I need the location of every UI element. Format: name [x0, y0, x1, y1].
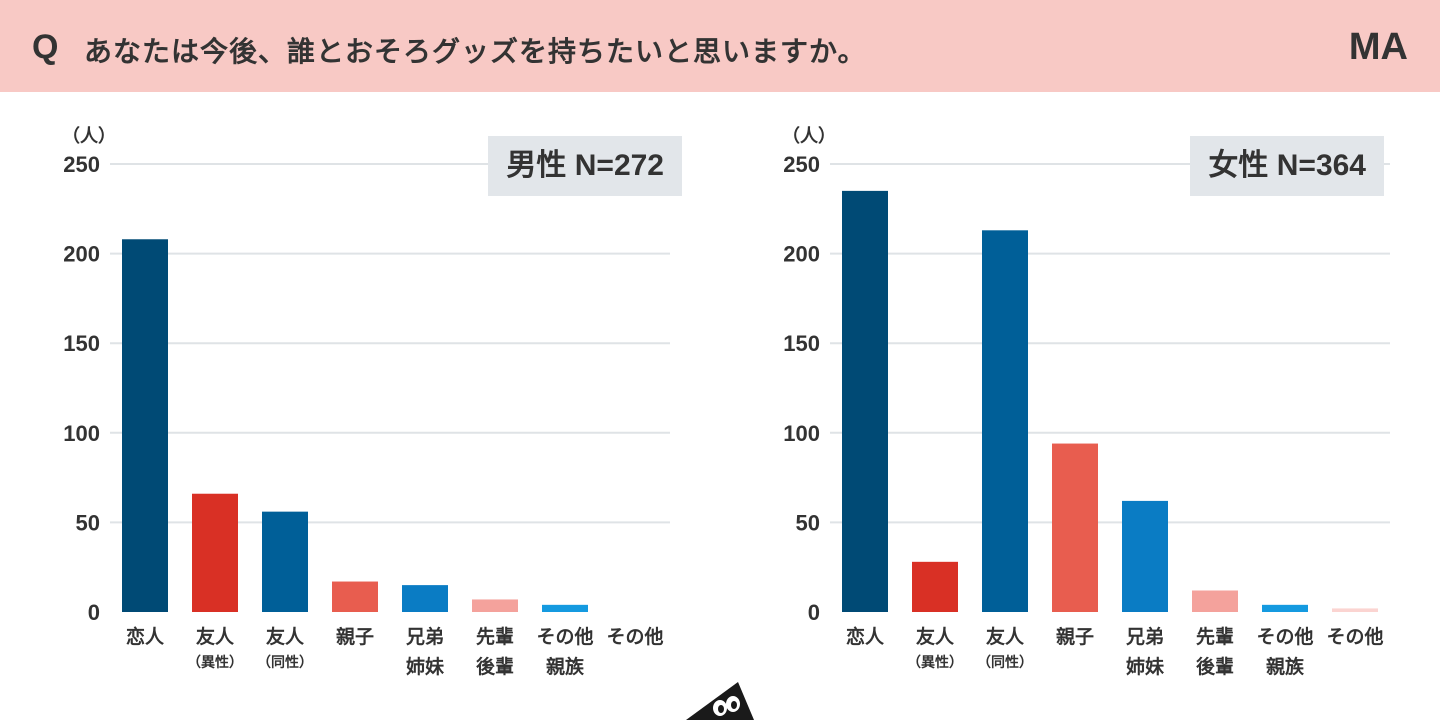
female-bar — [1262, 604, 1308, 612]
female-y-tick-label: 50 — [796, 510, 820, 535]
female-y-unit-label: （人） — [782, 126, 836, 147]
male-category-label: 友人 — [266, 625, 305, 648]
female-bar — [842, 190, 888, 612]
female-y-tick-label: 100 — [783, 421, 820, 446]
male-chart-panel: 0 50 100 150 200 250 恋人 友人 （異性） 友人 （同性） 親子 兄弟 姉妹 先輩 後輩そ… — [0, 92, 720, 720]
male-category-label: その他 — [536, 625, 593, 648]
female-category-label: 先輩 — [1196, 625, 1234, 648]
q-mark: Q — [32, 28, 59, 66]
female-category-sublabel: （同性） — [977, 654, 1033, 671]
male-bar — [262, 511, 308, 612]
male-y-tick-label: 100 — [63, 421, 100, 446]
male-bar — [122, 239, 168, 612]
female-category-sublabel: 後輩 — [1196, 655, 1234, 678]
female-category-label: 友人 — [916, 625, 955, 648]
male-category-label: 先輩 — [476, 625, 514, 648]
female-category-sublabel: 姉妹 — [1126, 655, 1165, 678]
answer-type-badge: MA — [1348, 26, 1408, 68]
male-y-tick-label: 50 — [76, 510, 100, 535]
male-y-tick-label: 0 — [88, 600, 100, 625]
male-y-tick-label: 150 — [63, 331, 100, 356]
male-category-label: 友人 — [196, 625, 235, 648]
question-text: あなたは今後、誰とおそろグッズを持ちたいと思いますか。 — [84, 35, 867, 68]
female-category-label: その他 — [1326, 625, 1383, 648]
male-category-label: その他 — [606, 625, 663, 648]
male-category-sublabel: 姉妹 — [406, 655, 445, 678]
male-category-label: 恋人 — [126, 625, 165, 648]
male-bar — [332, 581, 378, 612]
female-bar — [912, 561, 958, 612]
female-bar — [1332, 608, 1378, 612]
male-bar — [402, 585, 448, 612]
female-category-label: 友人 — [986, 625, 1025, 648]
female-y-tick-label: 0 — [808, 600, 820, 625]
female-category-sublabel: 親族 — [1266, 655, 1305, 678]
male-bar — [472, 599, 518, 612]
male-category-sublabel: （同性） — [257, 654, 313, 671]
female-y-tick-label: 200 — [783, 242, 820, 267]
male-bar — [192, 493, 238, 612]
male-category-sublabel: 後輩 — [476, 655, 514, 678]
female-sample-size-badge: 女性 N=364 — [1190, 136, 1384, 196]
mascot-character-icon — [686, 682, 754, 720]
female-category-label: 親子 — [1056, 625, 1094, 648]
question-header: Q あなたは今後、誰とおそろグッズを持ちたいと思いますか。 MA — [0, 0, 1440, 92]
female-category-label: その他 — [1256, 625, 1313, 648]
male-sample-size-badge: 男性 N=272 — [488, 136, 682, 196]
female-y-tick-label: 150 — [783, 331, 820, 356]
male-y-unit-label: （人） — [62, 126, 116, 147]
female-bar — [1122, 500, 1168, 612]
female-category-label: 恋人 — [846, 625, 885, 648]
female-bar — [1052, 443, 1098, 612]
male-y-tick-label: 200 — [63, 242, 100, 267]
male-y-tick-label: 250 — [63, 152, 100, 177]
female-category-label: 兄弟 — [1125, 625, 1164, 648]
female-chart-panel: 0 50 100 150 200 250 恋人 友人 （異性） 友人 （同性） 親子 兄弟 姉妹 先輩 後輩そ… — [720, 92, 1440, 720]
female-bar — [1192, 590, 1238, 612]
female-bar — [982, 230, 1028, 612]
male-category-label: 兄弟 — [405, 625, 444, 648]
male-category-label: 親子 — [336, 625, 374, 648]
male-category-sublabel: （異性） — [187, 654, 243, 671]
male-category-sublabel: 親族 — [546, 655, 585, 678]
male-bar — [542, 604, 588, 612]
female-category-sublabel: （異性） — [907, 654, 963, 671]
female-y-tick-label: 250 — [783, 152, 820, 177]
